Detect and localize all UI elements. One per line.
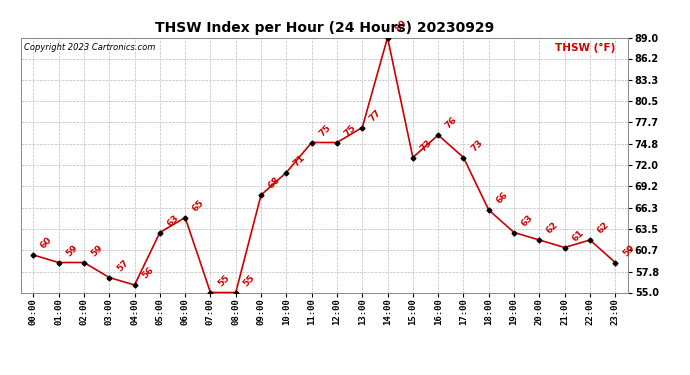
Text: 62: 62 <box>595 220 611 236</box>
Text: 73: 73 <box>418 138 434 153</box>
Text: 75: 75 <box>342 123 358 138</box>
Text: 89: 89 <box>393 18 408 33</box>
Text: 60: 60 <box>39 236 54 251</box>
Text: 77: 77 <box>368 108 383 123</box>
Text: 59: 59 <box>621 243 636 258</box>
Text: 61: 61 <box>570 228 585 243</box>
Text: 62: 62 <box>545 220 560 236</box>
Text: 66: 66 <box>494 190 509 206</box>
Text: 56: 56 <box>140 266 155 281</box>
Text: 63: 63 <box>166 213 181 228</box>
Text: 71: 71 <box>292 153 307 168</box>
Text: 59: 59 <box>90 243 105 258</box>
Text: 57: 57 <box>115 258 130 273</box>
Title: THSW Index per Hour (24 Hours) 20230929: THSW Index per Hour (24 Hours) 20230929 <box>155 21 494 35</box>
Text: 59: 59 <box>64 243 79 258</box>
Text: Copyright 2023 Cartronics.com: Copyright 2023 Cartronics.com <box>23 43 155 52</box>
Text: 75: 75 <box>317 123 333 138</box>
Text: 55: 55 <box>241 273 257 288</box>
Text: THSW (°F): THSW (°F) <box>555 43 615 52</box>
Text: 76: 76 <box>444 116 459 131</box>
Text: 73: 73 <box>469 138 484 153</box>
Text: 63: 63 <box>520 213 535 228</box>
Text: 55: 55 <box>216 273 231 288</box>
Text: 65: 65 <box>190 198 206 213</box>
Text: 68: 68 <box>266 176 282 191</box>
